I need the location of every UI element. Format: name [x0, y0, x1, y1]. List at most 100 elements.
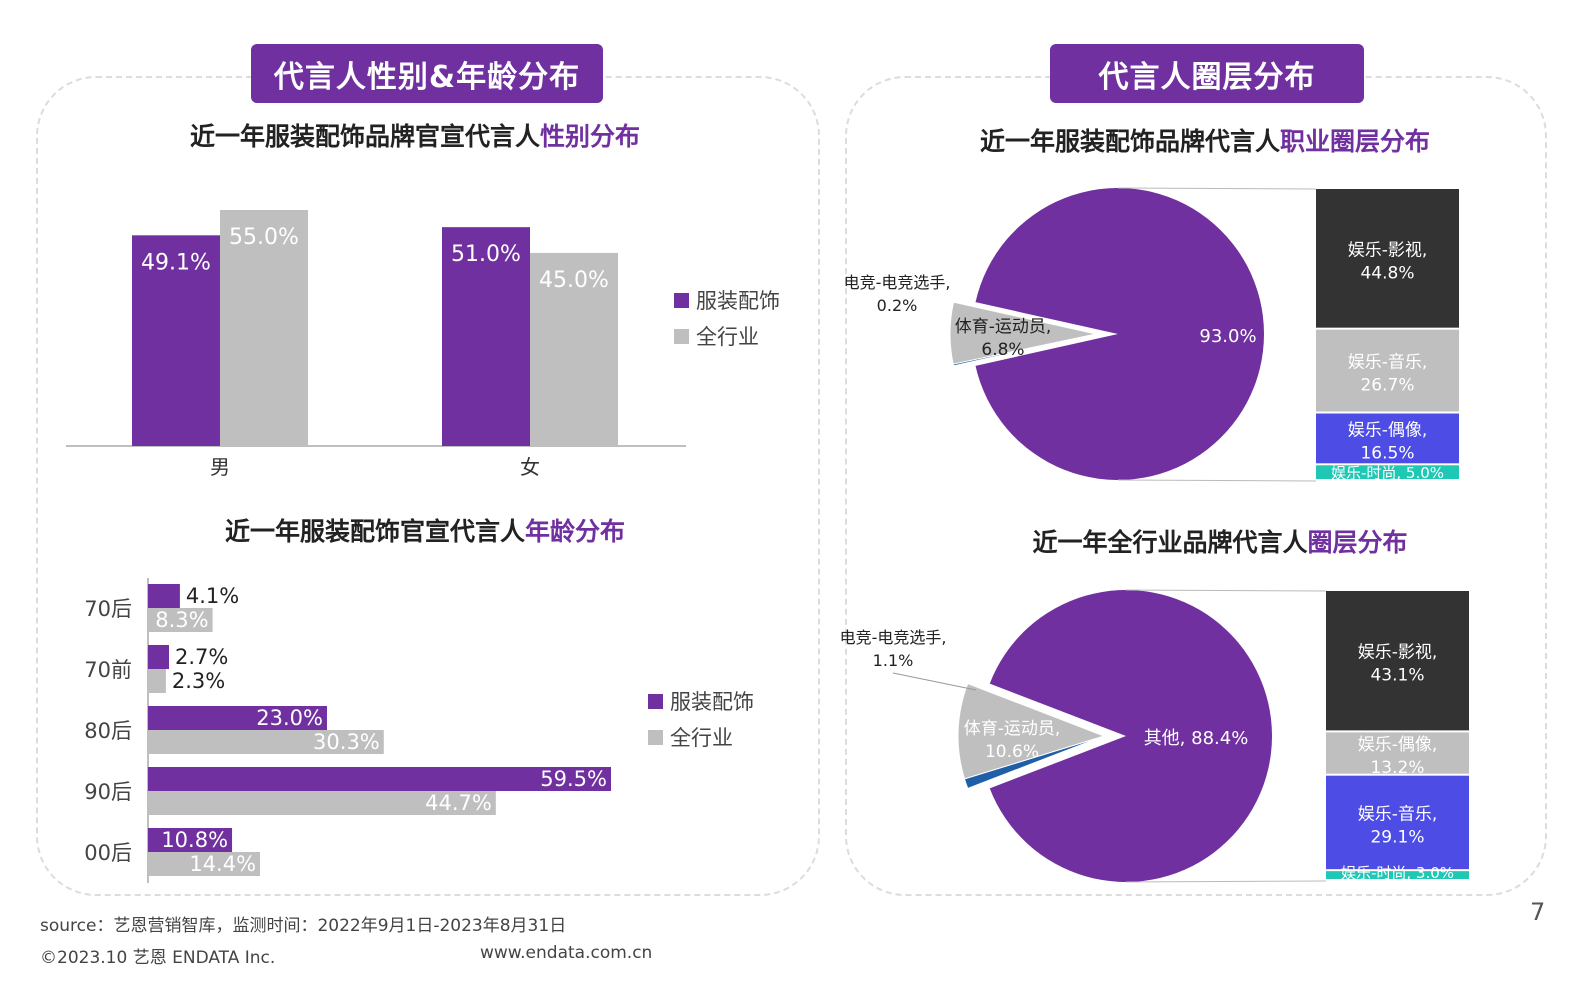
pie1-breakdown-segment [1316, 329, 1459, 412]
pie2-sports-label: 体育-运动员, [964, 719, 1061, 739]
gender-legend-swatch [674, 293, 689, 308]
gender-bar-label: 49.1% [141, 250, 211, 275]
pie1-breakdown-value: 44.8% [1360, 263, 1414, 283]
age-legend-swatch [648, 694, 663, 709]
age-bar-label: 10.8% [161, 828, 228, 852]
gender-category-label: 女 [520, 455, 540, 479]
gender-legend-swatch [674, 329, 689, 344]
pie2-breakdown-label: 娱乐-偶像, [1358, 735, 1438, 755]
pie1-main-slice-label: 93.0% [1199, 326, 1256, 347]
copyright: ©2023.10 艺恩 ENDATA Inc. [40, 948, 276, 968]
pie2-title-main: 近一年全行业品牌代言人 [1032, 528, 1308, 557]
age-bar-apparel [148, 767, 611, 791]
page-number: 7 [1530, 898, 1546, 926]
age-legend-label: 服装配饰 [670, 690, 754, 714]
gender-title-highlight: 性别分布 [540, 122, 641, 151]
age-category-label: 70后 [84, 597, 132, 621]
gender-bar-apparel [442, 227, 530, 446]
gender-bar-label: 55.0% [229, 225, 299, 250]
pie1-breakdown-segment [1316, 189, 1459, 328]
pie2-main-slice-label: 其他, 88.4% [1144, 728, 1249, 749]
pie1-breakdown-segment [1316, 413, 1459, 464]
age-category-label: 70前 [84, 658, 132, 682]
pie1-breakdown-label: 娱乐-音乐, [1348, 353, 1428, 373]
age-legend-label: 全行业 [670, 726, 733, 750]
age-bar-label: 2.7% [175, 645, 228, 669]
age-bar-label: 14.4% [189, 852, 256, 876]
age-bar-label: 4.1% [186, 584, 239, 608]
website-link[interactable]: www.endata.com.cn [480, 943, 653, 963]
pie1-esports-label: 电竞-电竞选手, [844, 273, 951, 292]
age-bar-label: 2.3% [172, 669, 225, 693]
age-bar-industry [148, 791, 496, 815]
pie2-sports-value: 10.6% [985, 742, 1039, 762]
gender-chart-title: 近一年服装配饰品牌官宣代言人性别分布 [150, 117, 680, 153]
age-bar-apparel [148, 584, 180, 608]
pie2-main-slice [989, 590, 1273, 883]
pie2-sports-slice [957, 682, 1106, 780]
age-title-main: 近一年服装配饰官宣代言人 [224, 517, 525, 546]
pie1-title-highlight: 职业圈层分布 [1280, 127, 1431, 156]
left-panel-tag: 代言人性别&年龄分布 [251, 44, 603, 103]
pie2-breakdown-segment [1326, 871, 1469, 879]
pie1-breakdown-label: 娱乐-时尚, 5.0% [1331, 464, 1444, 482]
pie1-breakdown-label: 娱乐-影视, [1348, 240, 1428, 260]
pie2-connector-bottom [1125, 880, 1327, 883]
gender-bar-label: 51.0% [451, 242, 521, 267]
age-bar-label: 23.0% [256, 706, 323, 730]
pie1-connector-top [1117, 187, 1317, 190]
pie2-breakdown-value: 13.2% [1370, 758, 1424, 778]
pie1-breakdown-label: 娱乐-偶像, [1348, 420, 1428, 440]
pie1-connector-bottom [1117, 479, 1317, 482]
pie1-sports-value: 6.8% [981, 340, 1024, 360]
age-legend-swatch [648, 730, 663, 745]
pie2-chart-title: 近一年全行业品牌代言人圈层分布 [960, 523, 1480, 559]
age-bar-industry [148, 852, 261, 876]
age-bar-industry [148, 730, 384, 754]
pie2-esports-value: 1.1% [873, 651, 914, 670]
pie1-main-slice [975, 187, 1265, 480]
pie1-esports-value: 0.2% [877, 296, 918, 315]
pie2-breakdown-segment [1326, 732, 1469, 774]
gender-legend-label: 服装配饰 [696, 289, 780, 313]
pie1-sports-label: 体育-运动员, [955, 317, 1052, 337]
source-note: source：艺恩营销智库，监测时间：2022年9月1日-2023年8月31日 [40, 916, 567, 936]
pie1-sports-slice [949, 301, 1097, 365]
pie2-breakdown-segment [1326, 591, 1469, 731]
gender-bar-industry [220, 210, 308, 446]
pie1-breakdown-value: 16.5% [1360, 443, 1414, 463]
pie1-breakdown-value: 26.7% [1360, 376, 1414, 396]
pie1-breakdown-segment [1316, 465, 1459, 479]
pie2-breakdown-label: 娱乐-时尚, 3.0% [1341, 864, 1454, 882]
gender-legend-label: 全行业 [696, 325, 759, 349]
pie2-connector-top [1125, 589, 1327, 592]
pie2-esports-label: 电竞-电竞选手, [840, 628, 947, 647]
pie1-chart-title: 近一年服装配饰品牌代言人职业圈层分布 [930, 122, 1480, 158]
gender-title-main: 近一年服装配饰品牌官宣代言人 [189, 122, 540, 151]
age-chart-title: 近一年服装配饰官宣代言人年龄分布 [160, 512, 690, 548]
gender-bar-industry [530, 252, 618, 446]
pie2-breakdown-label: 娱乐-音乐, [1358, 804, 1438, 824]
gender-bar-label: 45.0% [539, 268, 609, 293]
pie2-breakdown-segment [1326, 775, 1469, 870]
pie2-breakdown-label: 娱乐-影视, [1358, 643, 1438, 663]
gender-category-label: 男 [210, 455, 230, 479]
age-category-label: 90后 [84, 780, 132, 804]
pie2-esports-leader [892, 672, 977, 691]
age-bar-industry [148, 669, 166, 693]
age-bar-apparel [148, 706, 327, 730]
pie1-title-main: 近一年服装配饰品牌代言人 [979, 127, 1280, 156]
age-bar-industry [148, 608, 213, 632]
age-title-highlight: 年龄分布 [525, 517, 626, 546]
pie2-breakdown-value: 29.1% [1370, 827, 1424, 847]
age-bar-apparel [148, 828, 233, 852]
age-bar-label: 59.5% [540, 767, 607, 791]
pie2-breakdown-value: 43.1% [1370, 666, 1424, 686]
age-bar-label: 8.3% [155, 608, 208, 632]
right-panel-tag: 代言人圈层分布 [1050, 44, 1364, 103]
age-bar-label: 44.7% [425, 791, 492, 815]
age-bar-apparel [148, 645, 170, 669]
age-category-label: 00后 [84, 841, 132, 865]
pie2-title-highlight: 圈层分布 [1307, 528, 1408, 557]
